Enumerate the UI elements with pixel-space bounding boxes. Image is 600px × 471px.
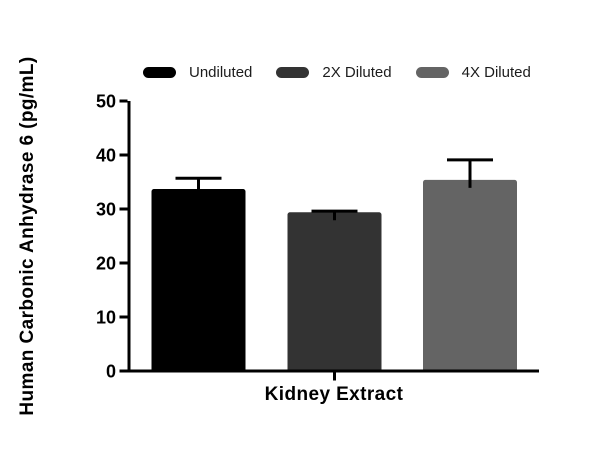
- bar-undiluted: [151, 189, 246, 372]
- legend-swatch-4x-diluted-icon: [415, 66, 449, 78]
- y-tick-label: 30: [96, 200, 116, 220]
- legend-swatch-undiluted-icon: [143, 66, 176, 78]
- x-axis-category-label: Kidney Extract: [264, 384, 404, 405]
- legend-item-4x-diluted: 4X Diluted: [415, 63, 531, 81]
- y-tick-label: 0: [106, 362, 116, 382]
- y-tick-label: 50: [96, 92, 116, 112]
- legend: Undiluted 2X Diluted 4X Diluted: [143, 61, 531, 83]
- legend-swatch-2x-diluted-icon: [276, 66, 310, 78]
- legend-label-4x-diluted: 4X Diluted: [461, 63, 531, 81]
- y-tick-label: 20: [96, 254, 116, 274]
- legend-item-2x-diluted: 2X Diluted: [276, 63, 392, 81]
- legend-item-undiluted: Undiluted: [143, 64, 252, 81]
- bar-4x-diluted: [423, 179, 517, 372]
- legend-label-undiluted: Undiluted: [189, 63, 253, 81]
- bar-2x-diluted: [287, 212, 382, 372]
- legend-label-2x-diluted: 2X Diluted: [322, 63, 392, 81]
- y-tick-label: 40: [96, 146, 116, 166]
- y-tick-label: 10: [96, 308, 116, 328]
